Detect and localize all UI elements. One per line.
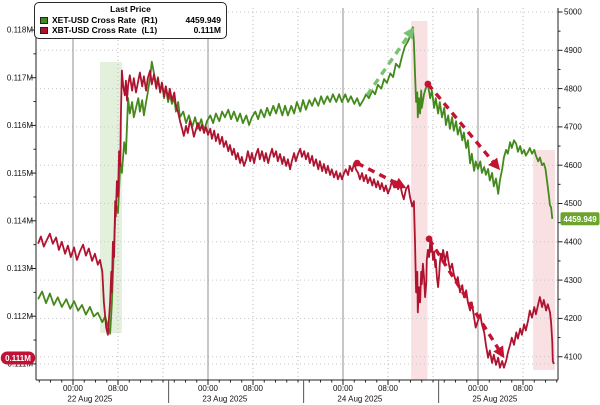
last-price-badge-left [0,351,36,365]
left-axis-tick-label: 0.116M [7,121,33,130]
x-axis-date-label: 23 Aug 2025 [202,395,247,404]
x-axis-time-label: 08:00 [108,384,129,393]
trend-arrow [356,161,407,189]
series-line-xbt [37,69,555,369]
right-axis-tick-label: 4600 [564,161,582,170]
legend-title: Last Price [110,4,151,14]
right-axis-tick-label: 5000 [564,8,582,17]
xbt-series-swatch-icon [40,26,48,34]
left-axis-tick-label: 0.112M [7,312,33,321]
x-axis-date-label: 22 Aug 2025 [67,395,112,404]
left-axis-tick-label: 0.113M [7,264,33,273]
x-axis-time-label: 00:00 [468,384,489,393]
x-axis-date-label: 25 Aug 2025 [472,395,517,404]
legend-series-name: XBT-USD Cross Rate [52,25,137,35]
x-axis-time-label: 08:00 [513,384,534,393]
xet-series-swatch-icon [40,16,48,24]
legend-item-xbt: XBT-USD Cross Rate (L1) 0.111M [40,25,221,35]
right-axis-tick-label: 4800 [564,84,582,93]
last-price-badge-left-value: 0.111M [5,354,31,363]
legend: Last Price XET-USD Cross Rate (R1) 4459.… [34,2,227,39]
x-axis-time-label: 08:00 [378,384,399,393]
x-axis-time-label: 00:00 [333,384,354,393]
last-price-badge-right-value: 4459.949 [563,215,597,224]
last-price-badge-right [560,212,600,226]
right-axis-tick-label: 4400 [564,238,582,247]
trend-arrow [427,237,505,359]
x-axis-date-label: 24 Aug 2025 [337,395,382,404]
trend-arrow [365,26,415,97]
series-line-xet [37,26,554,335]
right-axis-tick-label: 4300 [564,276,582,285]
x-axis-time-label: 00:00 [198,384,219,393]
right-axis-tick-label: 4900 [564,46,582,55]
right-axis-tick-label: 4100 [564,352,582,361]
left-axis-tick-label: 0.115M [7,169,33,178]
legend-last-price: 0.111M [193,25,221,35]
legend-axis-tag: (L1) [141,25,158,35]
right-axis-tick-label: 4500 [564,199,582,208]
left-axis-tick-label: 0.118M [7,26,33,35]
right-axis-tick-label: 4200 [564,314,582,323]
right-axis-tick-label: 4700 [564,123,582,132]
left-axis-tick-label: 0.117M [7,73,33,82]
highlight-band-0 [100,62,122,333]
trend-arrow [426,82,501,171]
left-axis-tick-label: 0.114M [7,217,33,226]
legend-axis-tag: (R1) [141,15,158,25]
legend-last-price: 4459.949 [185,15,221,25]
legend-item-xet: XET-USD Cross Rate (R1) 4459.949 [40,15,221,25]
x-axis-time-label: 08:00 [243,384,264,393]
x-axis-time-label: 00:00 [63,384,84,393]
legend-series-name: XET-USD Cross Rate [52,15,137,25]
